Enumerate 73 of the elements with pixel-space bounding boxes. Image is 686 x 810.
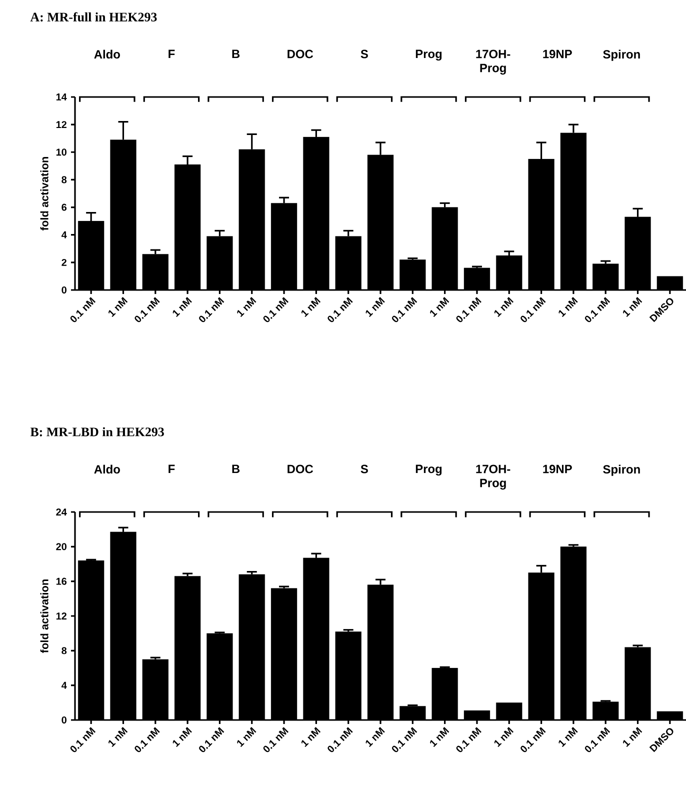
x-tick-label: 0.1 nM: [584, 727, 610, 752]
x-tick-label: 0.1 nM: [584, 297, 610, 322]
text: Aldo: [94, 50, 120, 59]
x-tick-label: 0.1 nM: [134, 727, 160, 752]
text: Prog: [416, 464, 442, 476]
x-tick-label: 0.1 nM: [520, 297, 546, 322]
y-tick-label: 2: [62, 258, 66, 266]
y-tick-label: 8: [62, 647, 67, 654]
text: Prog: [416, 50, 442, 61]
chart-title: A: MR-full in HEK293: [30, 12, 157, 22]
x-tick-label: 1 nM: [558, 727, 578, 747]
text: 17OH-Prog: [476, 50, 510, 75]
y-tick-label: 0: [62, 286, 66, 294]
y-tick-label: 0: [62, 716, 66, 724]
x-tick-label: 1 nM: [622, 296, 642, 317]
x-tick-label: 1 nM: [430, 727, 450, 747]
text: 17OH-Prog: [476, 464, 510, 490]
text: F: [168, 464, 175, 474]
x-tick-label: 1 nM: [430, 296, 450, 317]
x-tick-label: 1 nM: [558, 296, 578, 317]
y-axis-title: fold activation: [40, 157, 48, 230]
x-tick-label: 1 nM: [172, 296, 192, 317]
y-tick-label: 14: [56, 94, 67, 100]
text: Aldo: [94, 464, 120, 474]
y-tick-label: 10: [56, 148, 66, 156]
x-tick-label: 0.1 nM: [392, 297, 418, 322]
x-tick-label: 0.1 nM: [328, 727, 353, 752]
x-tick-label: 0.1 nM: [199, 727, 224, 752]
x-tick-label: 1 nM: [301, 727, 321, 747]
x-tick-label: 1 nM: [237, 727, 256, 747]
x-tick-label: 0.1 nM: [456, 297, 482, 322]
x-tick-label: 0.1 nM: [134, 297, 160, 322]
x-tick-label: 0.1 nM: [70, 727, 96, 752]
x-tick-label: 1 nM: [301, 296, 321, 317]
text: B: [232, 50, 240, 58]
x-tick-label: 1 nM: [494, 296, 514, 317]
text: 19NP: [543, 50, 572, 58]
x-tick-label: 1 nM: [108, 727, 128, 747]
y-tick-label: 24: [56, 508, 67, 516]
y-tick-label: 16: [56, 578, 67, 585]
x-tick-label: 0.1 nM: [263, 297, 288, 322]
text: DOC: [288, 50, 314, 58]
text: 19NP: [543, 464, 572, 474]
x-tick-label: 1 nM: [108, 296, 128, 317]
x-tick-label: 0.1 nM: [456, 727, 482, 752]
x-tick-label: 1 nM: [237, 296, 256, 317]
text: S: [360, 50, 368, 58]
text: DOC: [288, 464, 314, 474]
x-tick-label: 0.1 nM: [199, 297, 224, 322]
y-tick-label: 8: [62, 176, 67, 184]
chart-title: B: MR-LBD in HEK293: [30, 427, 164, 436]
y-axis-title: fold activation: [40, 580, 48, 653]
x-tick-label: 1 nM: [366, 296, 385, 317]
text: S: [360, 464, 368, 474]
x-tick-label: 1 nM: [172, 727, 192, 747]
text: B: [232, 464, 240, 474]
y-tick-label: 12: [56, 121, 66, 128]
y-tick-label: 4: [62, 682, 67, 689]
y-tick-label: 12: [56, 612, 66, 620]
y-tick-label: 4: [62, 231, 67, 238]
x-tick-label: 1 nM: [622, 727, 642, 747]
y-tick-label: 20: [56, 543, 66, 550]
text: F: [168, 50, 175, 58]
x-tick-label: 1 nM: [494, 727, 514, 747]
x-tick-label: 0.1 nM: [263, 727, 288, 752]
text: Spiron: [603, 50, 640, 61]
text: Spiron: [603, 464, 640, 476]
x-tick-label: 0.1 nM: [520, 727, 546, 752]
x-tick-label: 0.1 nM: [392, 727, 418, 752]
y-tick-label: 6: [62, 204, 67, 211]
x-tick-label: 1 nM: [366, 727, 385, 747]
x-tick-label: 0.1 nM: [328, 297, 353, 322]
x-tick-label: 0.1 nM: [70, 297, 96, 322]
